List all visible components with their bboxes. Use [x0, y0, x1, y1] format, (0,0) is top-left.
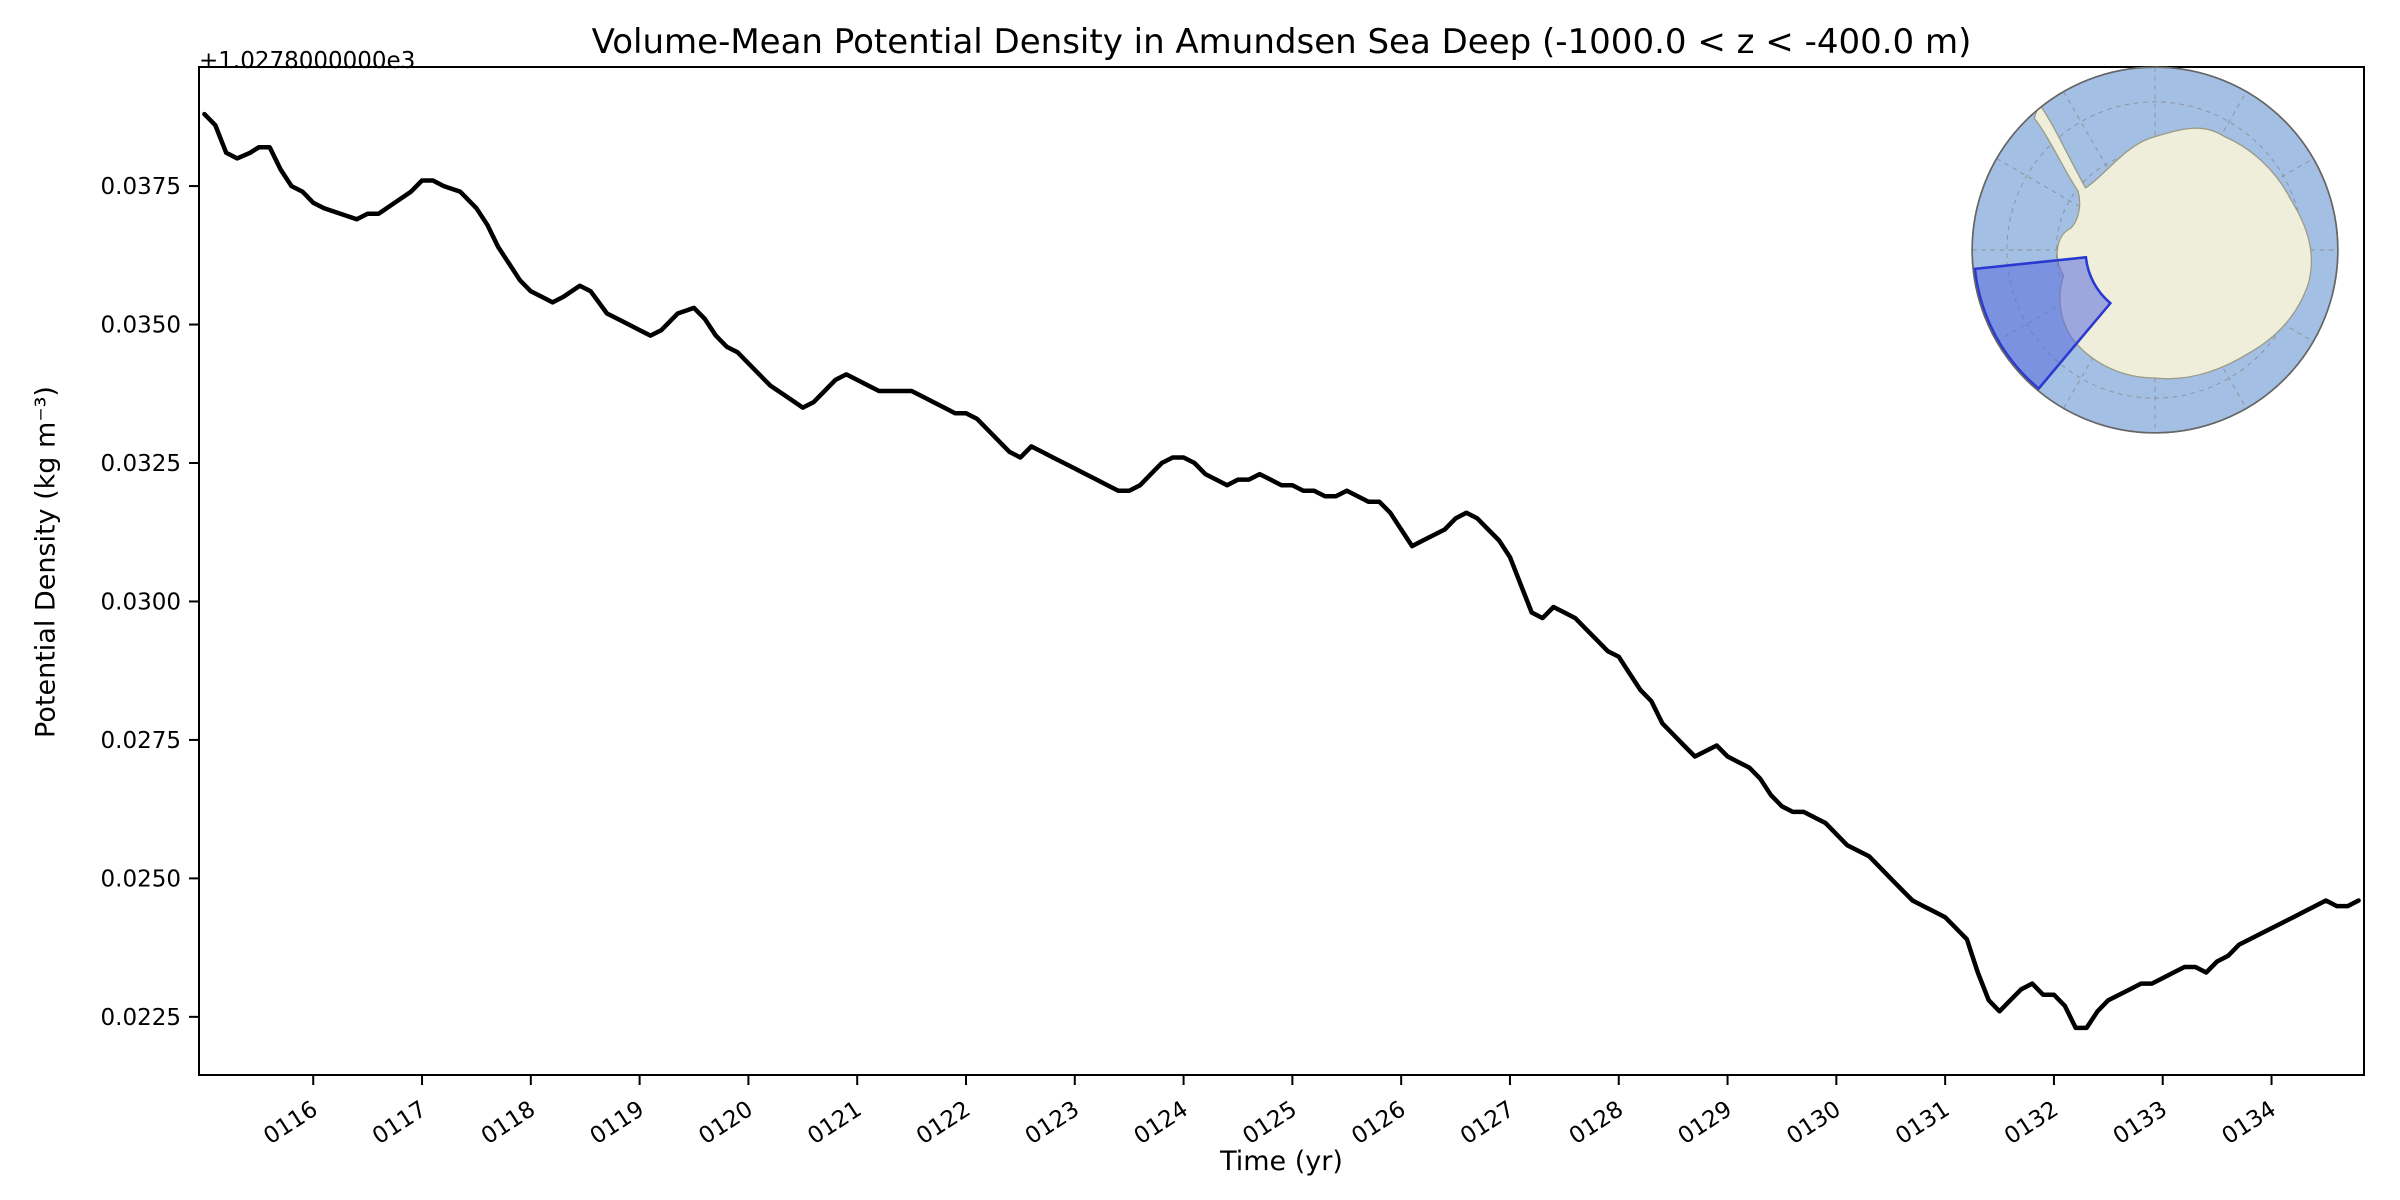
potential-density-line — [202, 111, 2361, 1031]
x-tick-label: 0118 — [477, 1096, 540, 1150]
y-tick-label: 0.0250 — [101, 866, 181, 892]
y-tick-label: 0.0300 — [101, 589, 181, 615]
x-tick-label: 0120 — [694, 1096, 757, 1150]
x-tick-label: 0130 — [1782, 1096, 1845, 1150]
x-tick-label: 0121 — [803, 1096, 866, 1150]
x-tick-label: 0133 — [2109, 1096, 2172, 1150]
x-tick-label: 0127 — [1456, 1096, 1519, 1150]
x-axis-label: Time (yr) — [1220, 1146, 1343, 1177]
y-tick-label: 0.0350 — [101, 313, 181, 339]
x-tick-label: 0117 — [368, 1096, 431, 1150]
x-tick-label: 0128 — [1565, 1096, 1628, 1150]
y-tick-label: 0.0275 — [101, 728, 181, 754]
x-tick-label: 0122 — [912, 1096, 975, 1150]
x-tick-label: 0124 — [1130, 1096, 1193, 1150]
x-tick-label: 0126 — [1347, 1096, 1410, 1150]
chart-title: Volume-Mean Potential Density in Amundse… — [591, 22, 1972, 62]
x-tick-label: 0131 — [1891, 1096, 1954, 1150]
y-axis-offset-label: +1.0278000000e3 — [199, 48, 416, 74]
axes-border — [198, 66, 2365, 1076]
x-tick-label: 0119 — [586, 1096, 649, 1150]
x-tick-label: 0123 — [1021, 1096, 1084, 1150]
y-tick-label: 0.0325 — [101, 451, 181, 477]
x-tick-label: 0129 — [1674, 1096, 1737, 1150]
x-tick-label: 0116 — [259, 1096, 322, 1150]
amundsen-sea-region-patch — [1973, 255, 2113, 391]
x-tick-label: 0132 — [2000, 1096, 2063, 1150]
antarctica-inset-map — [1971, 66, 2339, 434]
globe-rim — [1971, 66, 2339, 434]
y-tick-label: 0.0225 — [101, 1005, 181, 1031]
x-tick-label: 0125 — [1238, 1096, 1301, 1150]
y-tick-label: 0.0375 — [101, 174, 181, 200]
x-tick-label: 0134 — [2218, 1096, 2281, 1150]
